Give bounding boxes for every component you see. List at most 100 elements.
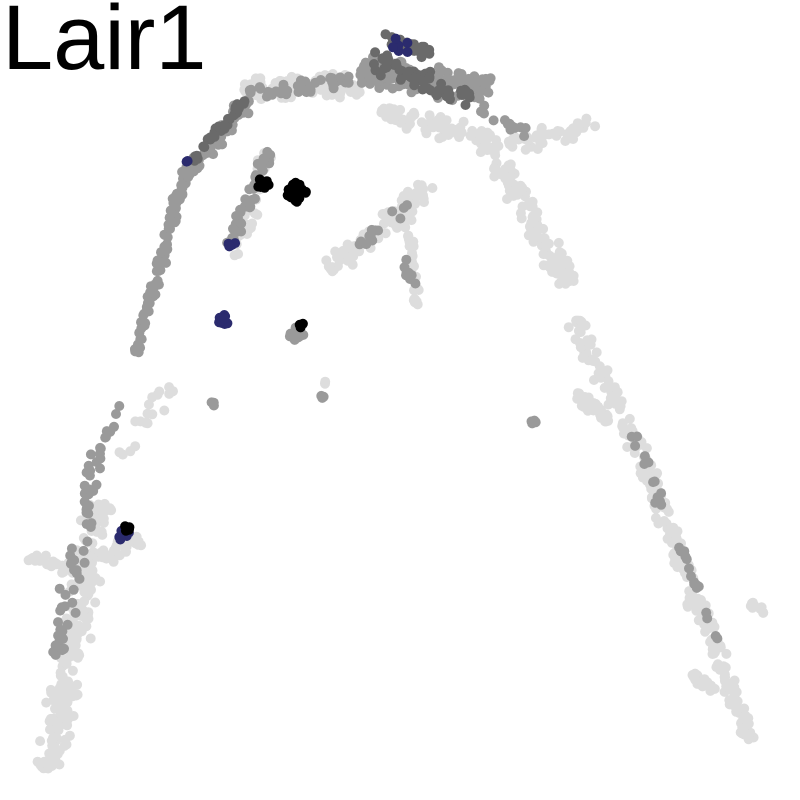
right-lower-branch-point <box>739 729 750 740</box>
right-lower-branch-mid-point <box>649 476 660 487</box>
right-lower-branch-mid-point <box>630 440 641 451</box>
inner-left-strand-point <box>244 184 255 195</box>
right-lower-branch-point <box>718 665 728 676</box>
left-lower-branch-point <box>66 643 77 654</box>
right-down-arc-2-point <box>575 327 586 338</box>
right-lower-branch-point <box>659 516 670 526</box>
left-lower-branch-point <box>64 730 75 741</box>
right-lower-branch-mid-point <box>679 546 690 557</box>
left-gap-sparse-mid-point <box>95 442 106 453</box>
center-branch-mid-point <box>387 206 398 217</box>
left-lower-branch-point <box>79 596 90 607</box>
left-lower-branch-mid-point <box>83 508 94 519</box>
right-down-arc-2-point <box>603 383 614 394</box>
left-lower-branch-point <box>72 652 83 663</box>
right-down-arc-2-point <box>587 354 598 365</box>
center-branch-mid-point <box>398 202 409 213</box>
top-peak-point <box>387 71 398 82</box>
right-lower-branch-point <box>629 448 640 458</box>
right-down-arc-2-point <box>563 322 574 333</box>
right-lower-branch-point <box>672 526 683 537</box>
right-down-arc-point <box>502 194 512 204</box>
right-lower-branch-point <box>731 687 742 697</box>
right-down-arc-point <box>564 266 574 277</box>
left-lower-branch-mid-point <box>95 463 105 474</box>
left-lower-spur-right-point <box>108 556 119 567</box>
left-lower-branch-mid-point <box>69 555 80 566</box>
right-lower-branch-point <box>670 554 681 564</box>
top-right-spur-point <box>475 147 486 158</box>
right-down-arc-point <box>515 208 526 219</box>
left-lower-branch-mid-point <box>84 484 94 495</box>
inner-left-strand-point <box>243 197 254 208</box>
top-peak-dark-point <box>391 58 402 69</box>
top-left-band-mid-point <box>315 75 326 85</box>
top-left-band-mid-point <box>270 86 281 97</box>
left-gap-sparse-point <box>130 416 141 427</box>
top-peak-dark-point <box>464 92 475 103</box>
top-peak-point <box>480 73 491 84</box>
center-branch-mid-point <box>395 213 406 224</box>
left-gap-sparse-mid-point <box>111 409 121 419</box>
top-right-spur-point <box>580 118 591 128</box>
left-lower-branch-point <box>85 633 96 644</box>
right-lower-branch-point <box>700 626 711 637</box>
left-lower-branch-point <box>67 665 78 676</box>
left-lower-branch-point <box>93 500 103 511</box>
left-upper-arc-top-point <box>192 163 203 174</box>
right-lower-branch-point <box>684 592 695 603</box>
top-peak-low-under-point <box>434 133 445 144</box>
right-lower-blob-point <box>702 677 713 688</box>
right-down-arc-point <box>557 277 568 287</box>
right-down-arc-point <box>527 212 538 223</box>
top-peak-dark-point <box>424 73 435 84</box>
left-lower-branch-point <box>59 713 70 723</box>
top-right-spur-point <box>590 121 601 132</box>
left-lower-branch-point <box>57 671 68 682</box>
center-branch-down-mid-point <box>410 278 421 289</box>
gray-dot-d-point <box>320 376 331 387</box>
top-peak-low-under-point <box>455 126 466 137</box>
left-upper-arc-point <box>169 217 180 228</box>
left-lower-branch-mid-point <box>54 583 65 594</box>
top-peak-low-under-point <box>446 123 457 134</box>
top-peak-dark-point <box>375 70 386 81</box>
right-down-arc-2-point <box>622 442 633 452</box>
top-right-spur-mid-point <box>502 119 513 130</box>
blue-dot-left-arc-point <box>181 156 192 167</box>
left-lower-branch-point <box>48 733 58 743</box>
left-gap-sparse-mid-point <box>114 401 125 411</box>
top-right-spur-mid-point <box>479 108 489 119</box>
right-down-arc-point <box>550 259 561 270</box>
top-peak-dark-point <box>402 67 413 78</box>
right-lower-branch-mid-point <box>643 457 654 468</box>
top-left-band-mid-point <box>254 82 265 93</box>
left-upper-arc-point <box>162 232 173 243</box>
left-upper-arc-dark-point <box>209 131 220 142</box>
inner-left-strand-point <box>228 223 238 234</box>
left-gap-sparse-point <box>159 405 170 416</box>
left-gap-sparse-mid-point <box>101 426 112 437</box>
right-blob-point <box>574 388 585 399</box>
top-peak-point <box>444 76 455 87</box>
left-upper-arc-point <box>162 244 173 255</box>
center-branch-mid-point <box>364 231 375 241</box>
left-lower-spur-point <box>49 559 60 570</box>
right-down-arc-2-point <box>597 368 608 378</box>
gray-dot-c-point <box>527 418 538 429</box>
left-lower-branch-mid-point <box>57 644 68 655</box>
top-right-spur-point <box>552 126 563 136</box>
center-branch-point <box>378 218 389 229</box>
inner-left-strand-low-point <box>233 249 244 259</box>
left-lower-branch-mid-point <box>62 619 73 630</box>
left-upper-arc-point <box>140 318 151 329</box>
right-down-arc-2-point <box>576 316 587 327</box>
right-lower-branch-point <box>721 648 732 659</box>
center-branch-point <box>380 228 391 239</box>
left-lower-branch-point <box>61 739 72 750</box>
top-right-spur-mid-point <box>520 123 531 133</box>
left-gap-sparse-point <box>154 386 165 397</box>
blue-cluster-top-point <box>390 33 401 44</box>
top-right-spur-point <box>490 150 501 161</box>
center-branch-down-point <box>411 296 422 307</box>
